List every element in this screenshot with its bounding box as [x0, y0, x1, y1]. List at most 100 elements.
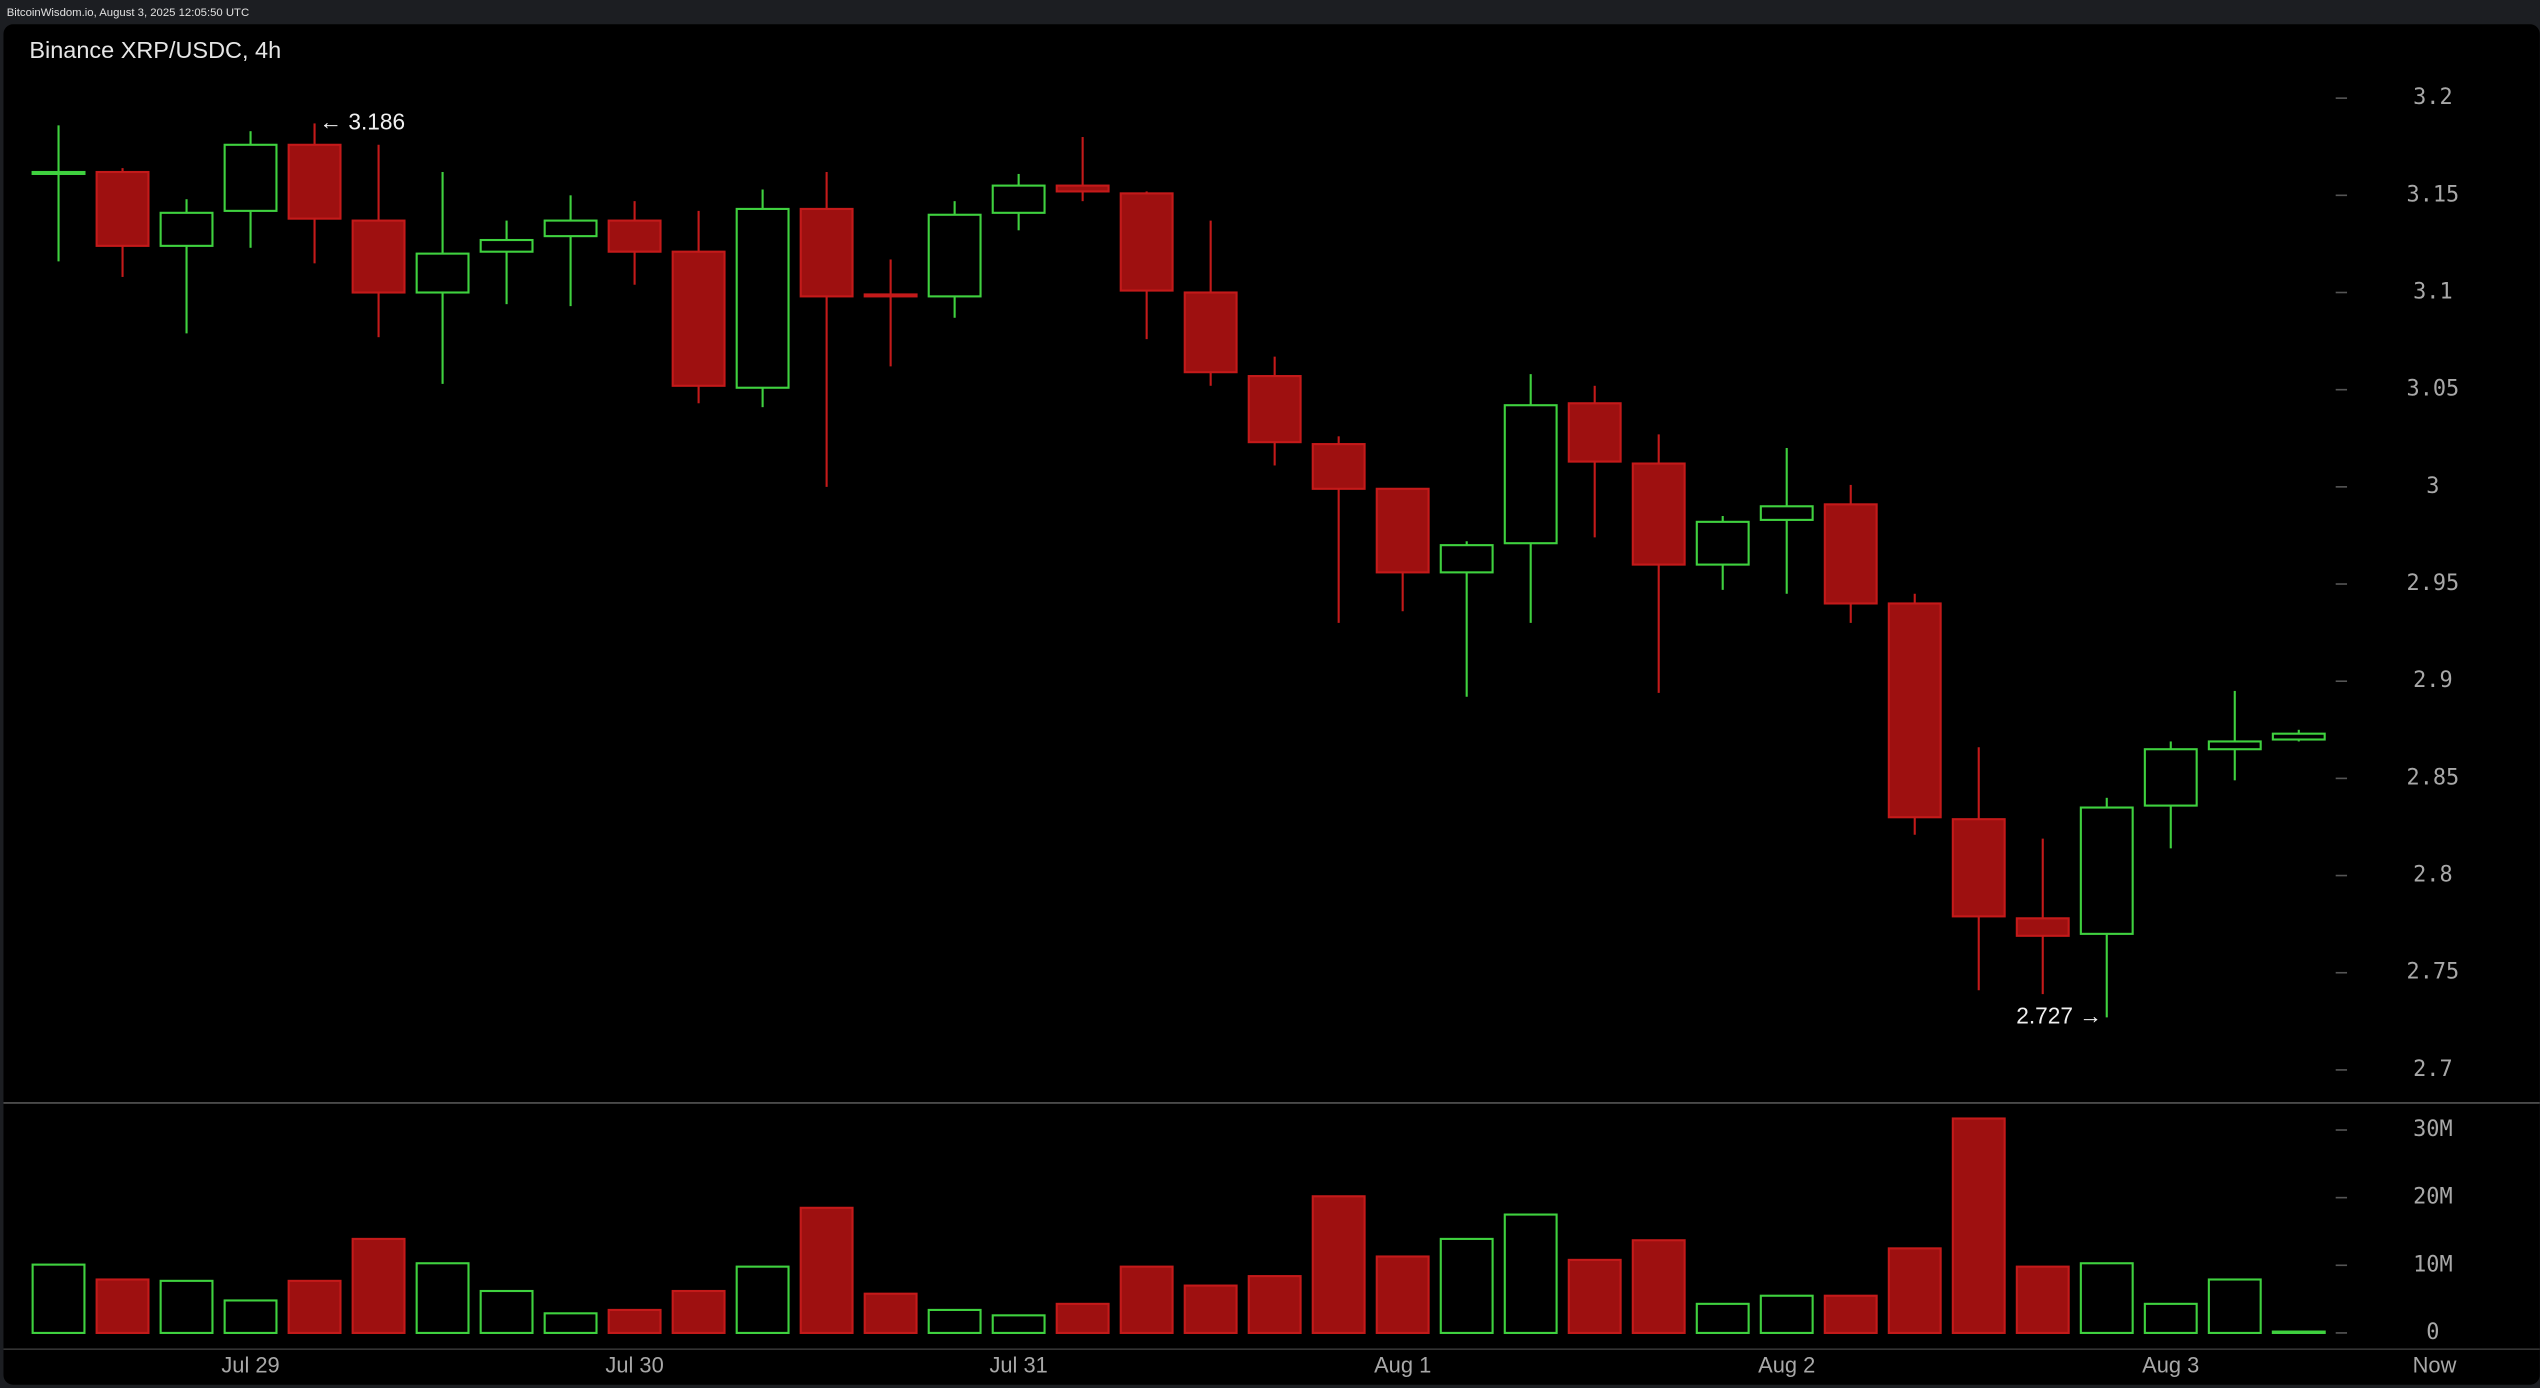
volume-bar	[31, 1263, 86, 1334]
volume-bar	[863, 1292, 918, 1334]
y-tick-label: 2.7	[2413, 1057, 2452, 1082]
candle-body	[1119, 192, 1174, 292]
volume-bar	[1503, 1213, 1558, 1334]
candle-body	[31, 170, 86, 175]
candle-body	[1055, 184, 1110, 193]
volume-tick-label: 30M	[2413, 1117, 2452, 1142]
candle-body	[1631, 462, 1686, 566]
low-annotation: 2.727 →	[2016, 1002, 2102, 1028]
candle-body	[223, 143, 278, 212]
volume-bar	[1951, 1117, 2006, 1334]
volume-bar	[2207, 1278, 2262, 1334]
chart-title: Binance XRP/USDC, 4h	[29, 37, 281, 63]
candle-body	[863, 293, 918, 298]
volume-tick-label: 0	[2426, 1320, 2439, 1345]
x-tick-label: Aug 3	[2142, 1353, 2199, 1378]
y-tick-label: 3.2	[2413, 85, 2452, 110]
candle-body	[1247, 375, 1302, 444]
y-tick-label: 3.1	[2413, 280, 2452, 305]
y-tick-label: 2.9	[2413, 668, 2452, 693]
candle-body	[95, 170, 150, 247]
candle-body	[1311, 443, 1366, 490]
candle-body	[159, 211, 214, 247]
candle-body	[543, 219, 598, 238]
volume-bar	[1119, 1265, 1174, 1334]
volume-tick-label: 10M	[2413, 1252, 2452, 1277]
candle-body	[1823, 503, 1878, 605]
volume-bar	[927, 1308, 982, 1334]
candle-body	[991, 184, 1046, 214]
volume-bar	[351, 1237, 406, 1334]
volume-bar	[159, 1279, 214, 1334]
volume-bar	[1887, 1247, 1942, 1334]
candle-body	[1183, 291, 1238, 374]
candle-body	[479, 238, 534, 253]
candle-body	[2079, 806, 2134, 935]
candle-body	[607, 219, 662, 253]
volume-bar	[1183, 1284, 1238, 1334]
x-tick-label: Jul 31	[989, 1353, 1047, 1378]
volume-bar	[1375, 1255, 1430, 1334]
now-label: Now	[2413, 1353, 2457, 1378]
volume-bar	[1567, 1258, 1622, 1334]
volume-bar	[607, 1308, 662, 1334]
volume-bar	[2015, 1265, 2070, 1334]
candle-body	[1439, 544, 1494, 574]
header: BitcoinWisdom.io, August 3, 2025 12:05:5…	[7, 7, 249, 19]
x-tick-label: Jul 29	[221, 1353, 279, 1378]
candle-body	[287, 143, 342, 220]
high-annotation: ← 3.186	[319, 108, 405, 134]
volume-bar	[2143, 1302, 2198, 1334]
candle-body	[2015, 917, 2070, 937]
candle-body	[1887, 602, 1942, 819]
candle-body	[1567, 402, 1622, 463]
candle-body	[1503, 404, 1558, 545]
volume-bar	[95, 1278, 150, 1334]
volume-bar	[479, 1289, 534, 1334]
volume-bar	[1695, 1302, 1750, 1334]
volume-bar	[287, 1279, 342, 1334]
candle-body	[1375, 487, 1430, 574]
candle-body	[1695, 520, 1750, 566]
x-tick-label: Jul 30	[605, 1353, 663, 1378]
volume-bar	[1055, 1302, 1110, 1334]
candle-body	[671, 250, 726, 387]
volume-bar	[543, 1312, 598, 1334]
candle-body	[927, 213, 982, 298]
y-tick-label: 2.75	[2407, 960, 2460, 985]
x-tick-label: Aug 2	[1758, 1353, 1815, 1378]
volume-bar	[2079, 1262, 2134, 1334]
volume-bar	[1631, 1239, 1686, 1334]
volume-bar	[1247, 1275, 1302, 1334]
candle-body	[2271, 732, 2326, 741]
volume-bar	[415, 1262, 470, 1334]
volume-bar	[1759, 1294, 1814, 1334]
y-tick-label: 2.95	[2407, 571, 2460, 596]
candle-body	[1951, 818, 2006, 918]
x-tick-label: Aug 1	[1374, 1353, 1431, 1378]
candle-body	[2207, 740, 2262, 751]
candle-body	[2143, 748, 2198, 807]
y-tick-label: 2.8	[2413, 863, 2452, 888]
y-tick-label: 3	[2426, 474, 2439, 499]
volume-bar	[735, 1265, 790, 1334]
volume-bar	[1311, 1195, 1366, 1334]
volume-bar	[1823, 1294, 1878, 1334]
candle-body	[351, 219, 406, 294]
volume-bar	[2271, 1330, 2326, 1334]
y-tick-label: 3.05	[2407, 377, 2460, 402]
volume-bar	[799, 1206, 854, 1334]
volume-bar	[671, 1289, 726, 1334]
y-tick-label: 3.15	[2407, 182, 2460, 207]
volume-tick-label: 20M	[2413, 1185, 2452, 1210]
candle-body	[415, 252, 470, 294]
candle-body	[1759, 505, 1814, 521]
candle-body	[799, 207, 854, 298]
volume-bar	[1439, 1237, 1494, 1334]
panel	[3, 24, 2540, 1385]
candle-body	[735, 207, 790, 389]
volume-bar	[223, 1299, 278, 1334]
y-tick-label: 2.85	[2407, 765, 2460, 790]
